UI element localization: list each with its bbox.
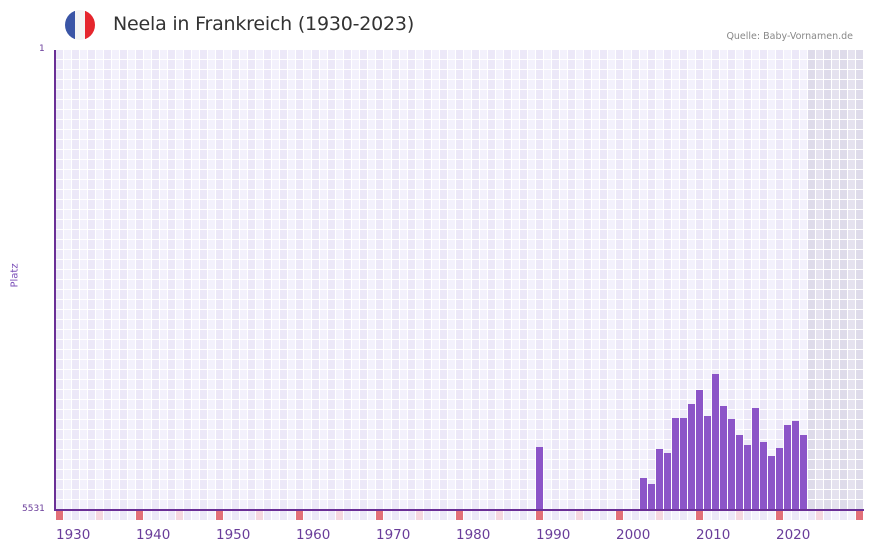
bar-2021 [784,424,791,510]
x-tick-label-1980: 1980 [456,527,491,543]
bar-2007 [672,417,679,510]
x-tick-label-1940: 1940 [136,527,171,543]
bar-2004 [648,483,655,510]
x-tick-label-1930: 1930 [56,527,91,543]
x-tick-label-1950: 1950 [216,527,251,543]
y-axis-line [54,50,56,511]
bar-2005 [656,448,663,510]
source-credit: Quelle: Baby-Vornamen.de [726,31,853,42]
bar-2023 [800,434,807,510]
x-tick-label-1970: 1970 [376,527,411,543]
flag-red-stripe [85,10,95,40]
bar-2017 [752,407,759,510]
bar-2010 [696,389,703,510]
x-tick-label-2000: 2000 [616,527,651,543]
y-axis-top-label: 1 [39,44,45,54]
x-tick-label-1990: 1990 [536,527,571,543]
france-flag-icon [65,10,95,40]
bar-2016 [744,444,751,510]
bar-1990 [536,447,543,510]
bar-2022 [792,420,799,510]
bar-2008 [680,417,687,510]
bar-2006 [664,452,671,510]
x-tick-label-2020: 2020 [776,527,811,543]
bar-2019 [768,455,775,510]
plot-area [56,50,864,520]
y-axis-bottom-label: 5531 [22,504,45,514]
bar-2013 [720,405,727,510]
bar-2009 [688,403,695,510]
bar-2014 [728,418,735,510]
x-tick-label-1960: 1960 [296,527,331,543]
chart-title: Neela in Frankreich (1930-2023) [113,13,415,35]
flag-blue-stripe [65,10,75,40]
bar-2012 [712,373,719,510]
bar-2015 [736,434,743,510]
x-tick-label-2010: 2010 [696,527,731,543]
bar-2018 [760,441,767,510]
flag-white-stripe [75,10,85,40]
x-axis-line [55,509,864,511]
bar-2020 [776,447,783,510]
y-axis-title: Platz [9,263,21,288]
bar-2011 [704,415,711,510]
bar-2003 [640,477,647,510]
